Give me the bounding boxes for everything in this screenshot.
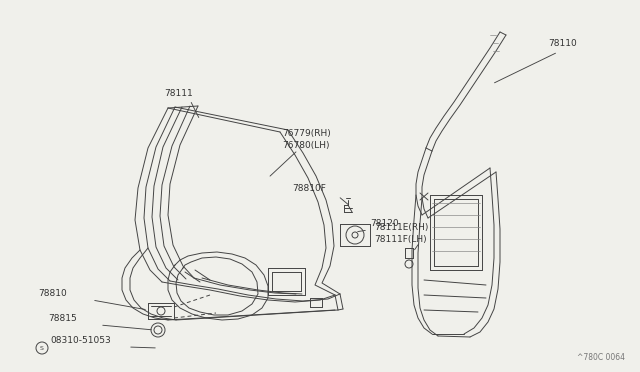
Text: S: S: [40, 346, 44, 350]
Text: 76779(RH): 76779(RH): [282, 129, 331, 138]
Text: 78810F: 78810F: [292, 184, 326, 193]
Text: 78111F(LH): 78111F(LH): [374, 235, 427, 244]
Text: ^780C 0064: ^780C 0064: [577, 353, 625, 362]
Text: 08310-51053: 08310-51053: [50, 336, 111, 345]
Text: 78815: 78815: [48, 314, 77, 323]
Text: 78810: 78810: [38, 289, 67, 298]
Text: 78111E(RH): 78111E(RH): [374, 223, 428, 232]
Text: 78110: 78110: [548, 39, 577, 48]
Text: 78111: 78111: [164, 89, 193, 98]
Text: 76780(LH): 76780(LH): [282, 141, 330, 150]
Text: 78120: 78120: [370, 219, 399, 228]
